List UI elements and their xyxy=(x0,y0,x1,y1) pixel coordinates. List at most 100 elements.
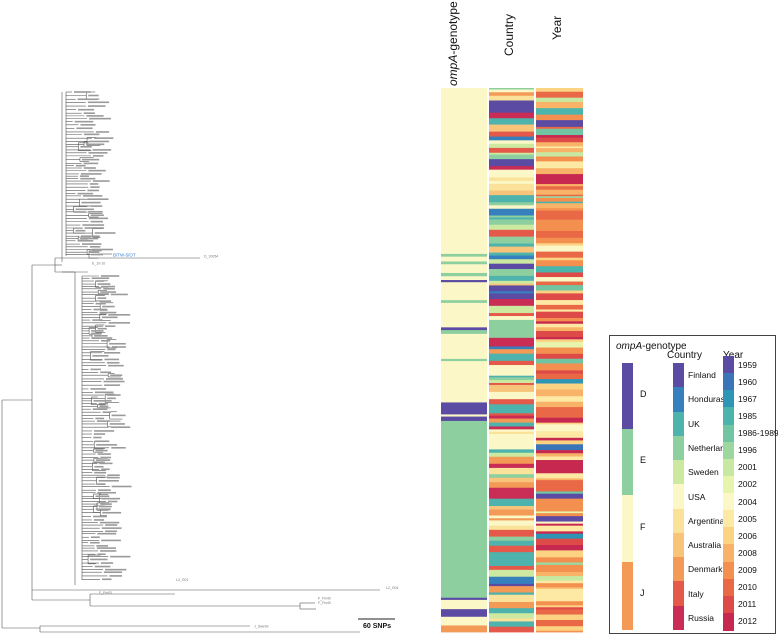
country-cell xyxy=(489,536,534,542)
country-cell xyxy=(489,337,534,342)
column-header-country: Country xyxy=(502,14,516,56)
leaf-label-mark xyxy=(75,208,94,211)
legend: ompA-genotype Country Year D E F J Finla… xyxy=(609,335,778,634)
country-cell xyxy=(489,426,534,430)
country-cell xyxy=(489,545,534,553)
legend-year-swatch xyxy=(723,595,734,614)
country-cell xyxy=(489,565,534,571)
year-cell xyxy=(536,230,583,239)
legend-year-swatch xyxy=(723,612,734,631)
leaf-label-mark xyxy=(91,330,104,332)
country-cell xyxy=(489,88,534,90)
year-cell xyxy=(536,203,583,209)
leaf-label-mark xyxy=(98,505,112,508)
leaf-label-mark xyxy=(104,384,121,386)
legend-genotype-title: ompA-genotype xyxy=(616,341,687,352)
year-cell xyxy=(536,533,583,540)
year-cell xyxy=(536,464,583,470)
leaf-label-mark xyxy=(98,479,119,482)
year-cell xyxy=(536,473,583,479)
country-cell xyxy=(489,174,534,178)
legend-year-label: 1967 xyxy=(738,393,757,404)
leaf-label-mark xyxy=(74,91,91,93)
country-cell xyxy=(489,415,534,419)
year-cell xyxy=(536,161,583,169)
legend-country-swatch xyxy=(673,411,684,437)
country-cell xyxy=(489,592,534,596)
year-cell xyxy=(536,583,583,588)
genotype-header-suffix: -genotype xyxy=(446,1,460,55)
year-cell xyxy=(536,219,583,226)
country-cell xyxy=(489,326,534,333)
leaf-label-mark xyxy=(88,217,109,220)
year-cell xyxy=(536,91,583,99)
year-cell xyxy=(536,108,583,116)
leaf-label-mark xyxy=(96,545,108,547)
leaf-label-mark xyxy=(88,94,99,97)
legend-year-swatch xyxy=(723,510,734,528)
country-cell xyxy=(489,569,534,578)
country-cell xyxy=(489,618,534,622)
legend-country-label: Argentina xyxy=(688,515,725,526)
country-cell xyxy=(489,413,534,416)
country-cell xyxy=(489,515,534,519)
year-cell xyxy=(536,358,583,364)
leaf-label-mark xyxy=(80,145,92,148)
column-header-year: Year xyxy=(550,16,564,40)
country-cell xyxy=(489,205,534,210)
year-cell xyxy=(536,300,583,306)
year-cell xyxy=(536,498,583,506)
legend-year-swatch xyxy=(723,493,734,511)
year-cell xyxy=(536,137,583,143)
country-cell xyxy=(489,124,534,133)
year-cell xyxy=(536,174,583,180)
leaf-label-mark xyxy=(76,127,93,130)
country-cell xyxy=(489,136,534,141)
leaf-label-mark xyxy=(110,426,131,428)
country-cell xyxy=(489,431,534,435)
country-cell xyxy=(489,100,534,108)
year-cell xyxy=(536,538,583,546)
legend-year-swatch xyxy=(723,441,734,460)
genotype-cell xyxy=(441,88,487,255)
leaf-label-mark xyxy=(110,555,131,558)
genotype-cell xyxy=(441,282,487,301)
country-cell xyxy=(489,147,534,154)
country-cell xyxy=(489,112,534,119)
country-cell xyxy=(489,202,534,206)
legend-genotype-swatch-d xyxy=(622,363,633,429)
leaf-label-mark xyxy=(97,297,107,299)
country-cell xyxy=(489,341,534,347)
year-cell xyxy=(536,304,583,310)
legend-genotype-title-italic: ompA xyxy=(616,341,643,352)
year-cell xyxy=(536,564,583,573)
legend-country-label: Finland xyxy=(688,370,716,381)
genotype-cell xyxy=(441,416,487,422)
outlier-label-7: F_Fin40 xyxy=(318,601,331,605)
genotype-cell xyxy=(441,609,487,618)
country-cell xyxy=(489,313,534,317)
legend-country-swatch xyxy=(673,581,684,607)
leaf-label-mark xyxy=(96,444,118,446)
year-cell xyxy=(536,266,583,273)
leaf-label-mark xyxy=(95,495,110,498)
year-cell xyxy=(536,142,583,147)
year-cell xyxy=(536,210,583,214)
leaf-label-mark xyxy=(91,248,113,251)
year-cell xyxy=(536,251,583,259)
legend-year-swatch xyxy=(723,458,734,477)
leaf-label-mark xyxy=(92,408,108,411)
leaf-label-mark xyxy=(80,237,99,240)
legend-year-label: 1959 xyxy=(738,359,757,370)
country-cell xyxy=(489,467,534,475)
leaf-label-mark xyxy=(94,565,111,568)
country-cell xyxy=(489,215,534,218)
country-cell xyxy=(489,441,534,450)
country-cell xyxy=(489,154,534,160)
country-cell xyxy=(489,487,534,495)
leaf-label-mark xyxy=(97,327,107,330)
leaf-label-mark xyxy=(94,232,116,234)
year-cell xyxy=(536,216,583,221)
country-cell xyxy=(489,169,534,175)
year-cell xyxy=(536,422,583,425)
